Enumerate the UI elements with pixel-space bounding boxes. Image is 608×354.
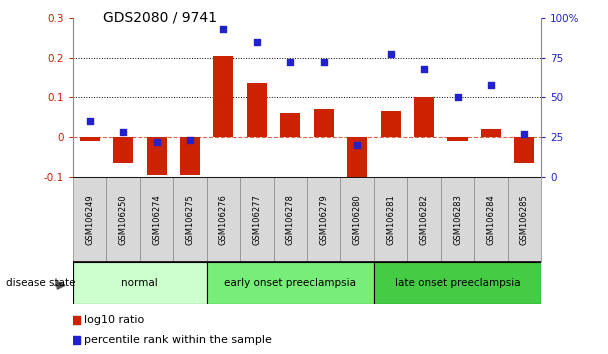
Text: GDS2080 / 9741: GDS2080 / 9741 [103, 11, 217, 25]
Bar [314, 109, 334, 137]
Bar [340, 177, 374, 262]
Bar [508, 177, 541, 262]
Text: GSM106275: GSM106275 [185, 194, 195, 245]
Bar [73, 177, 106, 262]
Text: GSM106278: GSM106278 [286, 194, 295, 245]
Point [286, 59, 295, 65]
Bar [414, 97, 434, 137]
Bar [307, 177, 340, 262]
Bar [514, 137, 534, 163]
Text: GSM106249: GSM106249 [85, 194, 94, 245]
Text: GSM106283: GSM106283 [453, 194, 462, 245]
Bar [240, 177, 274, 262]
Bar [173, 177, 207, 262]
Point [219, 26, 229, 32]
Bar [207, 262, 374, 304]
Bar [213, 56, 233, 137]
Text: GSM106276: GSM106276 [219, 194, 228, 245]
Text: log10 ratio: log10 ratio [84, 315, 145, 325]
Bar [347, 137, 367, 189]
Bar [407, 177, 441, 262]
Bar [113, 137, 133, 163]
Bar [106, 177, 140, 262]
Text: disease state: disease state [6, 278, 75, 288]
Point [85, 118, 95, 124]
Point [252, 39, 261, 44]
Bar [147, 137, 167, 175]
Text: GSM106250: GSM106250 [119, 194, 128, 245]
Point [319, 59, 328, 65]
Bar [481, 129, 501, 137]
Bar [474, 177, 508, 262]
Bar [140, 177, 173, 262]
Bar [80, 137, 100, 141]
Point [452, 95, 462, 100]
Point [71, 317, 81, 323]
Text: late onset preeclampsia: late onset preeclampsia [395, 278, 520, 288]
Text: early onset preeclampsia: early onset preeclampsia [224, 278, 356, 288]
Point [118, 130, 128, 135]
Bar [207, 177, 240, 262]
Bar [447, 137, 468, 141]
Bar [280, 113, 300, 137]
Text: GSM106281: GSM106281 [386, 194, 395, 245]
Bar [374, 177, 407, 262]
Text: GSM106282: GSM106282 [420, 194, 429, 245]
Text: percentile rank within the sample: percentile rank within the sample [84, 335, 272, 345]
Point [152, 139, 162, 145]
Text: GSM106277: GSM106277 [252, 194, 261, 245]
Point [419, 66, 429, 72]
Bar [73, 262, 207, 304]
Bar [180, 137, 200, 175]
Bar [381, 111, 401, 137]
Bar [247, 84, 267, 137]
Text: GSM106279: GSM106279 [319, 194, 328, 245]
Bar [374, 262, 541, 304]
Point [71, 337, 81, 343]
Text: GSM106285: GSM106285 [520, 194, 529, 245]
Point [486, 82, 496, 87]
Bar [274, 177, 307, 262]
Text: normal: normal [122, 278, 158, 288]
Point [385, 51, 395, 57]
Point [519, 131, 529, 137]
Text: GSM106274: GSM106274 [152, 194, 161, 245]
Point [352, 142, 362, 148]
Point [185, 137, 195, 143]
Text: GSM106284: GSM106284 [486, 194, 496, 245]
Bar [441, 177, 474, 262]
Text: GSM106280: GSM106280 [353, 194, 362, 245]
